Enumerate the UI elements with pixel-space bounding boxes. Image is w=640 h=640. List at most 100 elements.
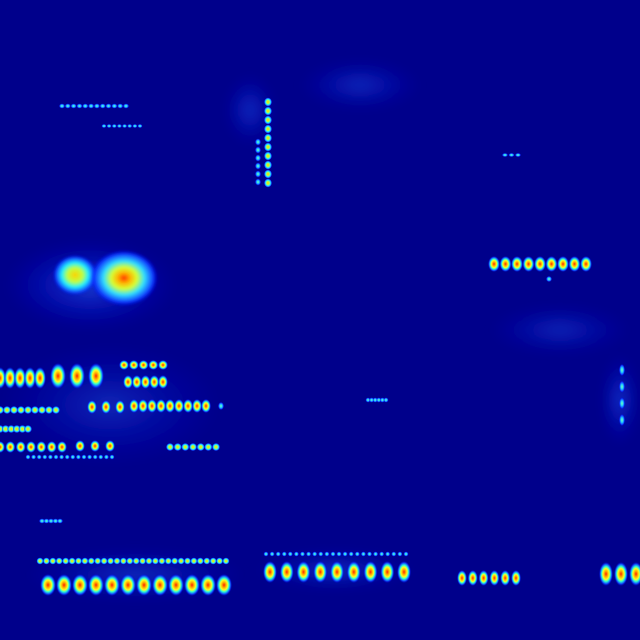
hotspot (488, 256, 500, 272)
hotspot (87, 400, 97, 414)
hotspot (14, 367, 26, 389)
hotspot (165, 399, 175, 413)
hotspot (360, 551, 366, 557)
hotspot (158, 557, 166, 565)
hotspot (62, 557, 70, 565)
block-left-row-2c (129, 399, 211, 413)
hotspot (140, 375, 151, 389)
hotspot (109, 454, 115, 460)
hotspot (158, 360, 168, 370)
hotspot (99, 103, 106, 109)
hotspot (318, 551, 324, 557)
hotspot (18, 425, 27, 433)
hotspot (149, 375, 160, 389)
hotspot (31, 406, 39, 414)
hotspot (64, 103, 71, 109)
hotspot (196, 443, 205, 451)
hotspot (93, 103, 100, 109)
hotspot (619, 380, 625, 393)
hotspot (88, 103, 95, 109)
hotspot (467, 570, 478, 586)
dots-top-left-2 (101, 124, 143, 128)
hotspot (200, 574, 216, 596)
hotspot (184, 574, 200, 596)
hotspot (126, 557, 134, 565)
hotspot (336, 551, 342, 557)
hotspot (57, 441, 67, 453)
hotspot (42, 557, 50, 565)
hotspot (379, 551, 385, 557)
hotspot (330, 561, 344, 583)
hotspot (105, 103, 112, 109)
hotspot (101, 400, 111, 414)
hotspot (111, 124, 117, 128)
hotspot (222, 557, 230, 565)
hotspot (369, 397, 375, 403)
hotspot (138, 360, 149, 370)
hotspot (385, 551, 391, 557)
hotspot (177, 557, 185, 565)
hotspot (72, 574, 88, 596)
hotspot (293, 551, 299, 557)
hotspot (106, 124, 112, 128)
hotspot (82, 103, 89, 109)
dots-lower-left (39, 518, 63, 524)
hotspot (330, 551, 336, 557)
hotspot (49, 557, 57, 565)
hotspot (75, 557, 82, 565)
hotspot (279, 561, 294, 583)
hotspot (59, 103, 65, 109)
hotspot (183, 399, 193, 413)
hotspot (48, 518, 54, 524)
hotspot (209, 557, 217, 565)
hotspot (38, 406, 46, 414)
hotspot (70, 103, 77, 109)
hotspot (348, 551, 354, 557)
hotspot (39, 518, 45, 524)
hotspot (201, 399, 211, 413)
hotspot (116, 124, 122, 128)
right-streak (619, 364, 625, 426)
hotspot (52, 406, 60, 414)
hotspot (123, 103, 129, 109)
hotspot (87, 557, 95, 565)
hotspot (264, 151, 272, 161)
hotspot (255, 178, 261, 186)
hotspot (478, 570, 489, 586)
hotspot (69, 363, 85, 389)
hotspot (171, 557, 179, 565)
hotspot (181, 443, 190, 451)
block-left-row-4a (0, 441, 67, 453)
hotspot (264, 124, 272, 134)
hotspot (372, 397, 378, 403)
hotspot (190, 557, 198, 565)
hotspot (117, 103, 124, 109)
block-left-row-2a (0, 406, 60, 414)
hotspot (184, 557, 191, 565)
hotspot (56, 574, 72, 596)
hotspot (40, 574, 56, 596)
block-left-row-4c (166, 443, 220, 451)
hotspot (557, 256, 569, 272)
block-left-row-1b (50, 363, 104, 389)
hotspot (275, 551, 281, 557)
hotspot (120, 574, 136, 596)
hotspot (306, 551, 312, 557)
hotspot (499, 256, 512, 272)
hotspot (31, 454, 37, 460)
hotspot (264, 106, 272, 116)
hotspot (189, 443, 197, 451)
block-left-row-4b (75, 440, 115, 452)
hotspot (127, 124, 133, 128)
hotspot (75, 454, 81, 460)
hotspot (122, 124, 128, 128)
hotspot (212, 443, 220, 451)
hotspot (81, 454, 87, 460)
hotspot (59, 454, 65, 460)
hotspot (629, 562, 640, 586)
hotspot (346, 561, 361, 583)
hotspot (105, 440, 115, 452)
hotspot (264, 142, 272, 152)
hotspot (10, 406, 18, 414)
hotspot (81, 557, 89, 565)
